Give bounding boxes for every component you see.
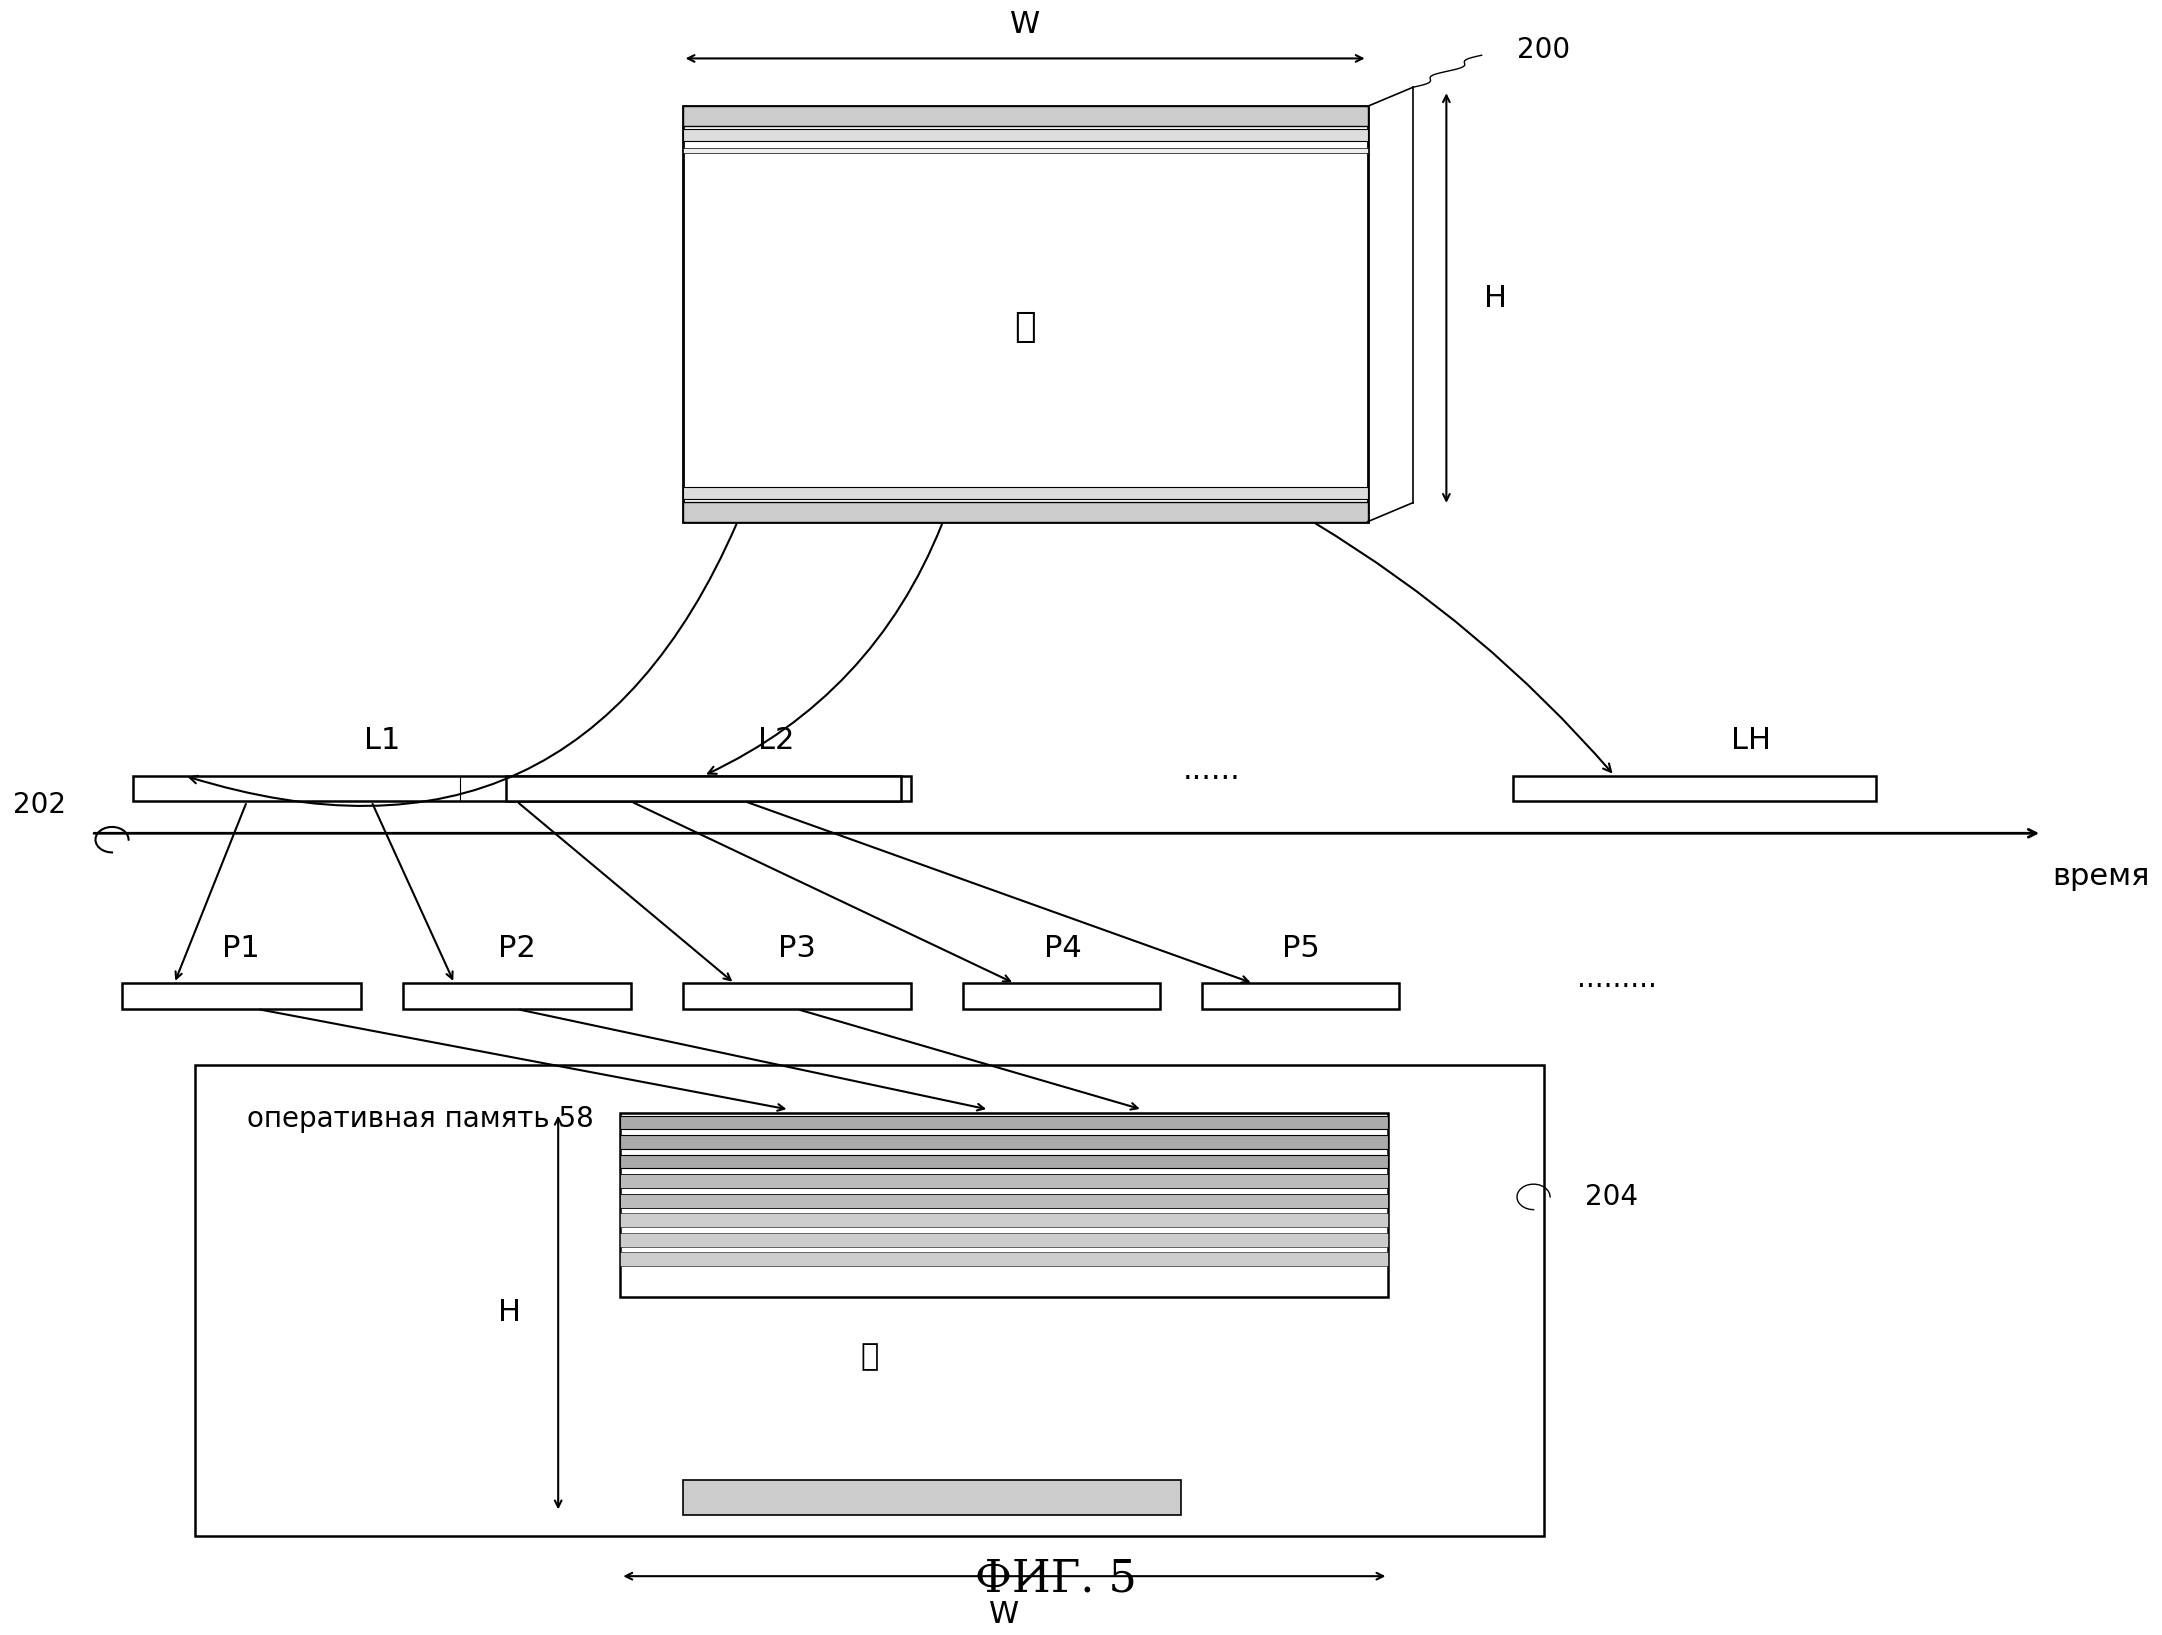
Bar bbox=[620, 1252, 1388, 1265]
Bar bbox=[683, 502, 1369, 522]
Text: 204: 204 bbox=[1585, 1182, 1639, 1212]
Text: W: W bbox=[1010, 10, 1040, 39]
Bar bbox=[620, 1115, 1388, 1130]
Bar bbox=[620, 1213, 1388, 1226]
Text: P3: P3 bbox=[778, 934, 815, 963]
Bar bbox=[402, 984, 631, 1009]
Text: P5: P5 bbox=[1282, 934, 1321, 963]
Text: ФИГ. 5: ФИГ. 5 bbox=[975, 1557, 1137, 1601]
Bar bbox=[962, 984, 1161, 1009]
Text: 202: 202 bbox=[13, 791, 67, 819]
Bar bbox=[620, 1135, 1388, 1149]
Text: ⋮: ⋮ bbox=[1014, 309, 1036, 343]
Bar bbox=[683, 487, 1369, 499]
Text: 200: 200 bbox=[1518, 36, 1570, 64]
Bar bbox=[620, 1194, 1388, 1208]
Bar bbox=[506, 775, 902, 801]
Text: ......: ...... bbox=[1183, 757, 1241, 785]
Text: P2: P2 bbox=[497, 934, 536, 963]
Bar bbox=[620, 1113, 1388, 1297]
Text: H: H bbox=[497, 1298, 521, 1328]
Text: оперативная память 58: оперативная память 58 bbox=[246, 1105, 595, 1133]
Bar bbox=[132, 775, 910, 801]
Bar bbox=[683, 984, 910, 1009]
Text: H: H bbox=[1483, 283, 1507, 312]
Text: L1: L1 bbox=[363, 726, 400, 755]
Bar bbox=[195, 1064, 1544, 1537]
Bar bbox=[620, 1174, 1388, 1189]
Text: P1: P1 bbox=[223, 934, 259, 963]
Bar bbox=[683, 149, 1369, 154]
Text: .........: ......... bbox=[1576, 965, 1656, 992]
Bar bbox=[123, 984, 361, 1009]
Bar bbox=[683, 106, 1369, 522]
Text: LH: LH bbox=[1732, 726, 1771, 755]
Bar bbox=[683, 129, 1369, 141]
Bar bbox=[620, 1233, 1388, 1246]
Text: ⋮: ⋮ bbox=[860, 1342, 878, 1373]
Bar bbox=[683, 106, 1369, 126]
Bar bbox=[620, 1154, 1388, 1169]
Bar bbox=[683, 1480, 1180, 1516]
Bar bbox=[1513, 775, 1877, 801]
Bar bbox=[1202, 984, 1399, 1009]
Text: время: время bbox=[2052, 862, 2149, 891]
Text: W: W bbox=[990, 1601, 1020, 1628]
Text: L2: L2 bbox=[759, 726, 793, 755]
Text: P4: P4 bbox=[1044, 934, 1081, 963]
